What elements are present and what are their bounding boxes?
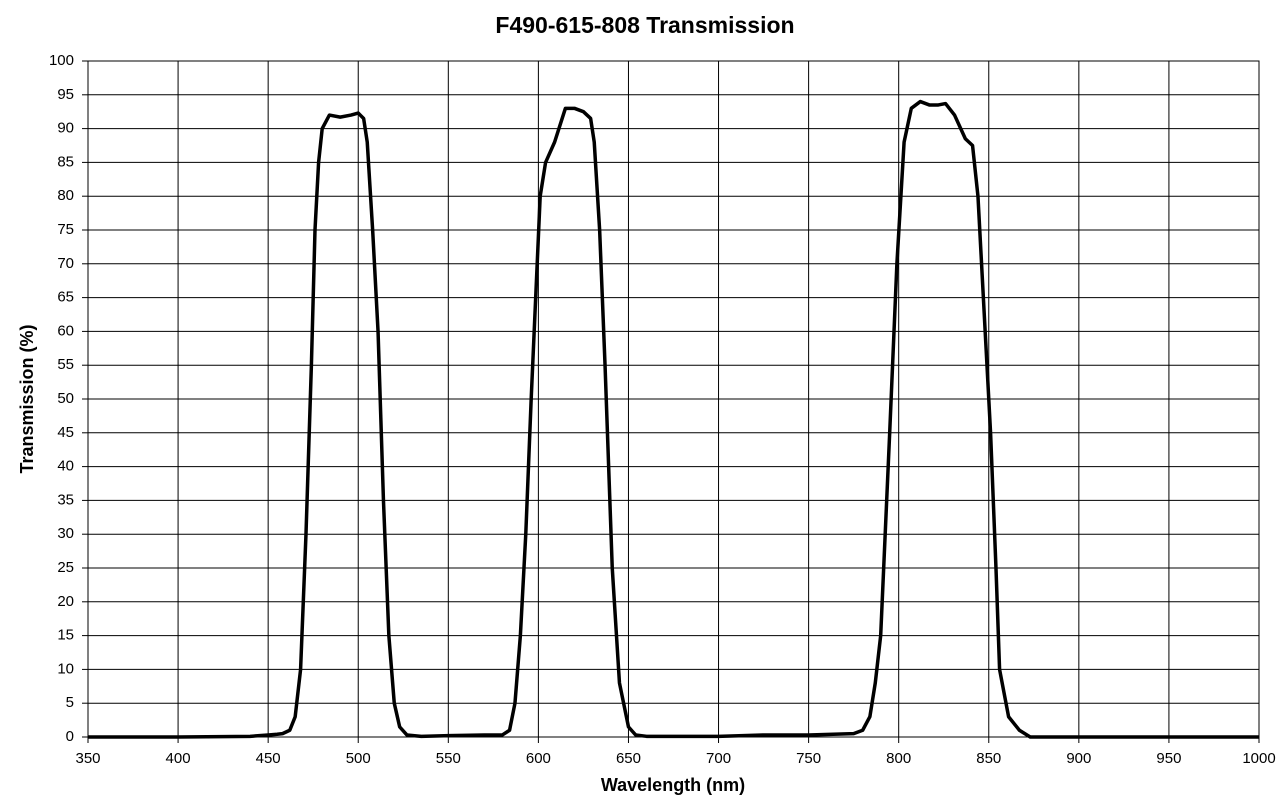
y-tick-label: 45 [57, 424, 74, 441]
y-tick-label: 80 [57, 187, 74, 204]
x-tick-label: 400 [166, 750, 191, 767]
x-tick-label: 450 [256, 750, 281, 767]
y-tick-label: 60 [57, 322, 74, 339]
y-tick-label: 20 [57, 593, 74, 610]
y-tick-label: 50 [57, 390, 74, 407]
y-tick-label: 90 [57, 120, 74, 137]
x-tick-label: 800 [886, 750, 911, 767]
y-tick-label: 15 [57, 627, 74, 644]
x-tick-label: 550 [436, 750, 461, 767]
y-tick-label: 25 [57, 559, 74, 576]
x-axis-label: Wavelength (nm) [601, 775, 745, 795]
y-tick-label: 55 [57, 356, 74, 373]
y-tick-label: 85 [57, 153, 74, 170]
x-tick-label: 600 [526, 750, 551, 767]
chart-title: F490-615-808 Transmission [495, 12, 794, 38]
x-tick-label: 900 [1066, 750, 1091, 767]
y-tick-label: 40 [57, 458, 74, 475]
y-tick-label: 30 [57, 525, 74, 542]
x-tick-label: 650 [616, 750, 641, 767]
y-tick-label: 65 [57, 289, 74, 306]
y-tick-label: 5 [66, 694, 74, 711]
y-tick-label: 75 [57, 221, 74, 238]
y-axis-label: Transmission (%) [17, 324, 37, 473]
x-tick-label: 850 [976, 750, 1001, 767]
x-tick-label: 500 [346, 750, 371, 767]
x-tick-label: 950 [1156, 750, 1181, 767]
y-tick-label: 100 [49, 52, 74, 69]
y-tick-label: 35 [57, 491, 74, 508]
x-tick-label: 1000 [1242, 750, 1275, 767]
x-tick-label: 700 [706, 750, 731, 767]
x-tick-label: 750 [796, 750, 821, 767]
y-tick-label: 95 [57, 86, 74, 103]
y-tick-label: 10 [57, 660, 74, 677]
y-tick-label: 0 [66, 728, 74, 745]
series-line [88, 99, 1259, 739]
y-tick-label: 70 [57, 255, 74, 272]
x-tick-label: 350 [75, 750, 100, 767]
